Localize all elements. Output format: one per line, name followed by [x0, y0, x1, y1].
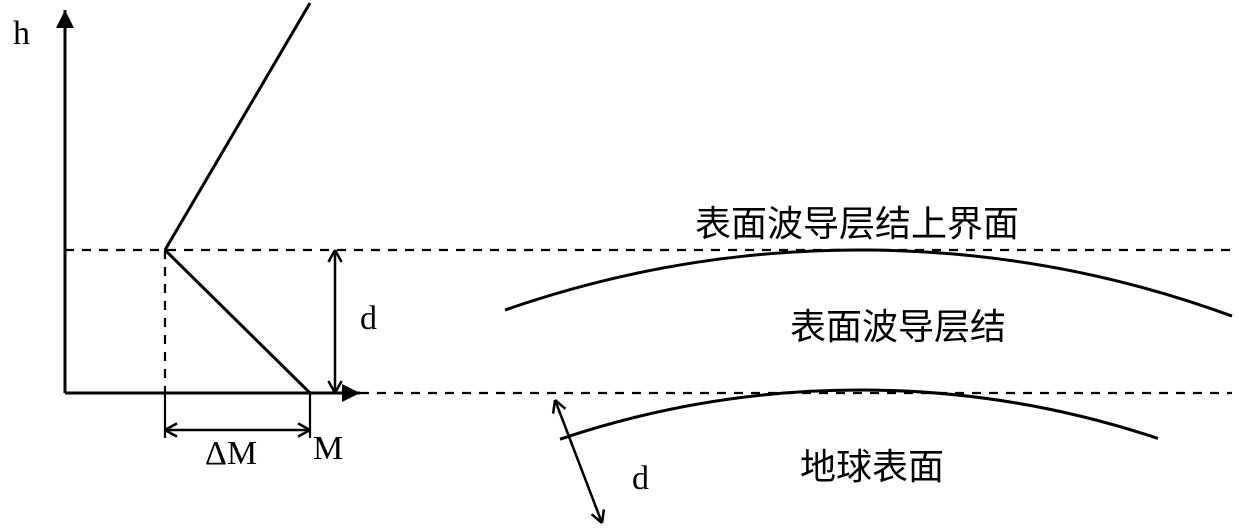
earth-surface-label: 地球表面: [800, 438, 944, 490]
delta-m-label: ΔM: [205, 435, 257, 473]
upper-surface-label: 表面波导层结上界面: [695, 195, 1019, 247]
d-arc-label: d: [632, 460, 649, 498]
duct-layer-label: 表面波导层结: [790, 298, 1006, 350]
x-axis-label: M: [313, 430, 343, 468]
y-axis-label: h: [13, 15, 30, 53]
diagram-svg: [0, 0, 1239, 529]
d-vertical-label: d: [360, 300, 377, 338]
